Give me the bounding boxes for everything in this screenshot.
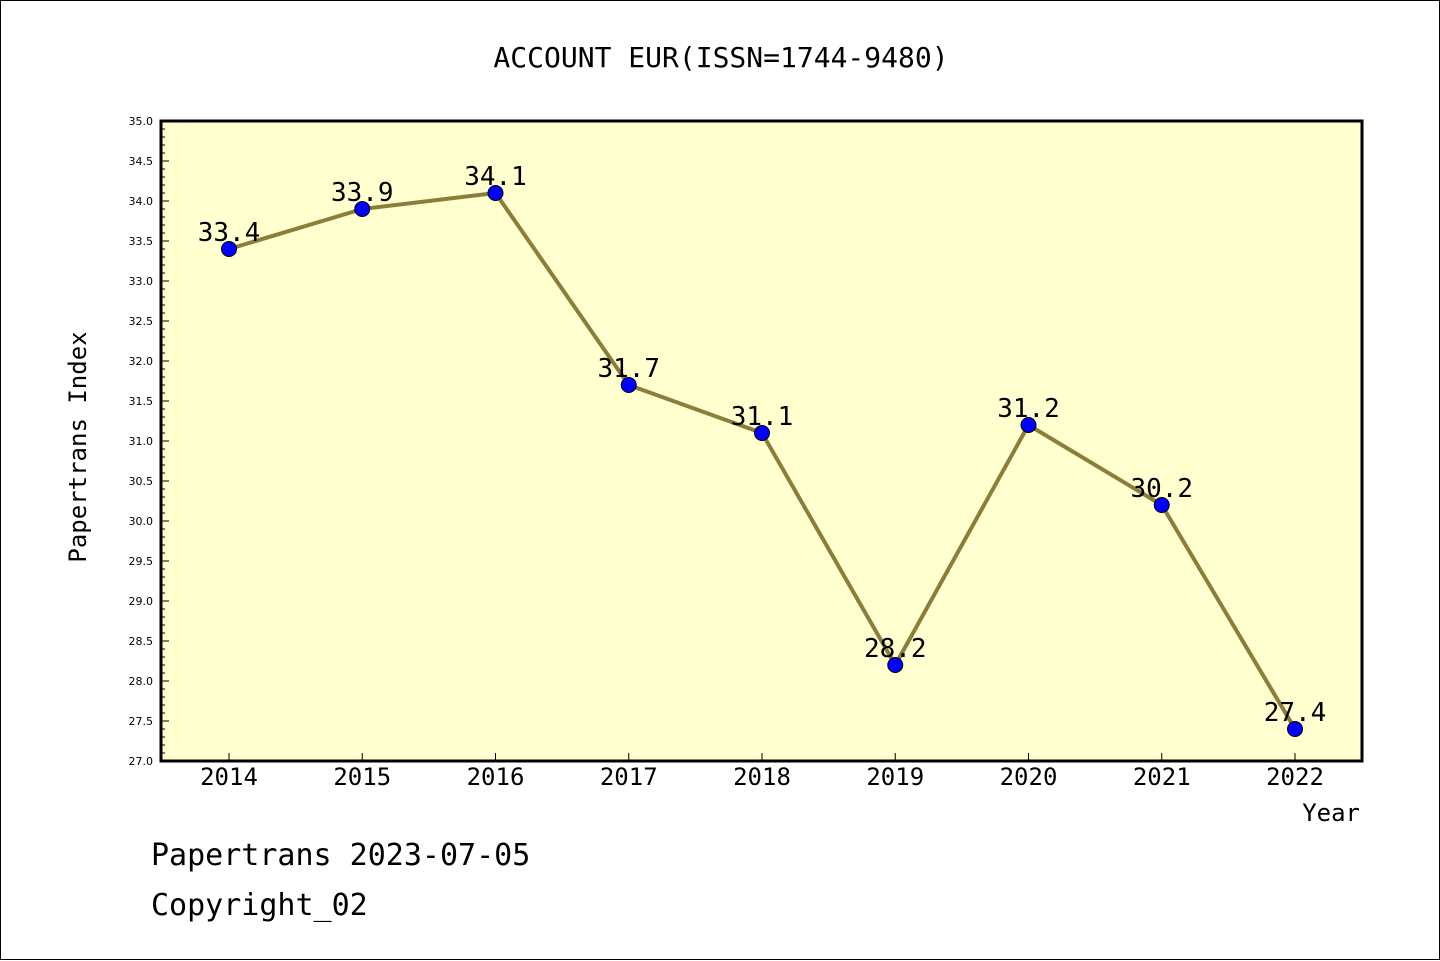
x-axis-label: Year [1302,799,1360,827]
x-tick-label: 2022 [1266,763,1324,791]
y-tick-label: 33.5 [129,235,154,248]
y-tick-label: 34.5 [129,155,154,168]
y-tick-label: 30.0 [129,515,154,528]
y-tick-label: 29.5 [129,555,154,568]
data-point [354,201,371,217]
x-tick-label: 2014 [200,763,258,791]
data-point [1287,721,1303,737]
data-label: 34.1 [464,162,527,192]
y-tick-label: 28.5 [129,635,154,648]
footer-copyright: Copyright_02 [151,888,368,923]
data-label: 31.1 [731,402,794,432]
x-tick-label: 2017 [600,763,658,791]
y-tick-label: 35.0 [129,115,154,128]
y-tick-label: 31.5 [129,395,154,408]
y-tick-label: 32.0 [129,355,154,368]
y-tick-label: 30.5 [129,475,154,488]
y-tick-label: 32.5 [129,315,154,328]
data-label: 27.4 [1264,698,1327,728]
data-labels: 33.4 33.9 34.1 31.7 31.1 28.2 31.2 30.2 27.4 [198,162,1327,728]
data-point [620,377,637,393]
series [221,185,1303,737]
x-axis-ticks: 2014 2015 2016 2017 2018 2019 2020 2021 2022 [200,753,1324,791]
data-label: 31.7 [597,354,660,384]
data-point [487,185,504,201]
data-point [1020,417,1037,433]
x-tick-label: 2021 [1133,763,1191,791]
plot-area [161,121,1362,761]
y-tick-label: 31.0 [129,435,154,448]
y-tick-label: 33.0 [129,275,154,288]
chart-title: ACCOUNT EUR(ISSN=1744-9480) [493,41,948,74]
y-axis-label: Papertrans Index [64,331,92,562]
x-tick-label: 2020 [1000,763,1058,791]
data-label: 33.9 [331,178,394,208]
x-tick-label: 2015 [333,763,391,791]
x-tick-label: 2016 [467,763,525,791]
data-label: 30.2 [1130,474,1193,504]
data-label: 33.4 [198,218,261,248]
x-tick-label: 2019 [866,763,924,791]
plot-frame [159,119,1364,763]
y-tick-label: 34.0 [129,195,154,208]
data-point [887,657,904,673]
y-tick-label: 29.0 [129,595,154,608]
data-point [754,425,770,441]
data-point [221,241,237,257]
data-point [1153,497,1170,513]
y-tick-label: 27.0 [129,755,154,768]
footer-date: Papertrans 2023-07-05 [151,838,530,873]
data-label: 28.2 [864,634,927,664]
y-axis-ticks: 27.0 27.5 28.0 28.5 29.0 29.5 30.0 30.5 31.0 31.5… [129,115,169,768]
y-tick-label: 28.0 [129,675,154,688]
y-tick-label: 27.5 [129,715,154,728]
x-tick-label: 2018 [733,763,791,791]
data-label: 31.2 [997,394,1060,424]
